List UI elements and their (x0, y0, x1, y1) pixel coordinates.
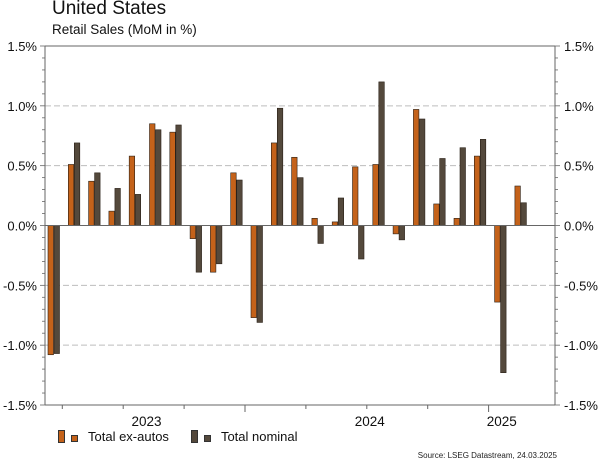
bar-nominal (520, 202, 527, 226)
bar-ex-autos (270, 142, 278, 226)
y-tick-label-right: -0.5% (564, 278, 598, 293)
legend-label-nominal: Total nominal (220, 429, 298, 444)
x-year-label: 2025 (487, 414, 517, 429)
chart-title: United States (52, 0, 167, 19)
bar-ex-autos (494, 225, 501, 303)
y-tick-label-right: 0.5% (564, 159, 594, 174)
bar-nominal (459, 147, 466, 226)
bar-nominal (195, 225, 202, 273)
legend-swatch-nominal (190, 430, 198, 443)
bar-ex-autos (47, 225, 54, 356)
bar-nominal (53, 225, 60, 354)
bar-ex-autos (311, 218, 318, 226)
bar-nominal (94, 172, 101, 226)
legend: Total ex-autos Total nominal (58, 429, 320, 444)
bar-nominal (419, 118, 426, 226)
axes (40, 45, 560, 412)
y-tick-label-right: -1.5% (564, 398, 598, 413)
bar-nominal (276, 107, 284, 226)
y-tick-label-left: 0.0% (7, 219, 37, 234)
x-year-label: 2024 (355, 414, 386, 429)
bars (47, 81, 527, 373)
bar-ex-autos (128, 155, 135, 226)
bar-ex-autos (453, 218, 460, 226)
bar-ex-autos (413, 109, 420, 226)
legend-label-ex-autos: Total ex-autos (88, 429, 169, 444)
y-tick-label-left: 0.5% (7, 159, 37, 174)
bar-nominal (256, 225, 263, 323)
y-tick-label-right: -1.0% (564, 338, 598, 353)
bar-ex-autos (514, 185, 521, 226)
bar-ex-autos (230, 172, 237, 226)
y-tick-label-right: 0.0% (564, 219, 594, 234)
bar-ex-autos (189, 225, 196, 239)
source-note: Source: LSEG Datastream, 24.03.2025 (417, 451, 557, 460)
bar-nominal (74, 142, 81, 226)
bar-nominal (175, 124, 182, 226)
bar-ex-autos (68, 164, 75, 226)
bar-nominal (398, 225, 405, 241)
bar-ex-autos (372, 164, 379, 226)
bar-ex-autos (149, 123, 156, 226)
bar-nominal (317, 225, 324, 244)
x-year-label: 2023 (131, 414, 161, 429)
axis-labels: 1.5% 1.5% 1.0% 1.0% 0.5% 0.5% 0.0% 0.0% -0.5% -0.… (3, 39, 598, 429)
bar-ex-autos (210, 225, 217, 273)
bar-nominal (297, 177, 304, 226)
legend-swatch-nominal-small (203, 435, 211, 442)
y-tick-label-left: 1.5% (7, 39, 37, 54)
bar-ex-autos (392, 225, 399, 235)
bar-ex-autos (169, 131, 176, 226)
bar-nominal (114, 188, 121, 226)
y-tick-label-left: -1.0% (3, 338, 37, 353)
bar-ex-autos (433, 203, 440, 226)
legend-swatch-ex-autos-small (71, 435, 78, 442)
y-tick-label-left: 1.0% (7, 99, 37, 114)
bar-ex-autos (331, 221, 339, 226)
bar-ex-autos (291, 156, 298, 226)
y-tick-label-left: -1.5% (3, 398, 37, 413)
y-tick-label-right: 1.5% (564, 39, 594, 54)
legend-swatch-ex-autos (58, 430, 65, 443)
bar-nominal (439, 158, 446, 226)
legend-item-ex-autos: Total ex-autos (58, 429, 169, 444)
bar-ex-autos (352, 166, 359, 226)
legend-item-nominal: Total nominal (190, 429, 298, 444)
bar-ex-autos (250, 225, 257, 318)
chart-subtitle: Retail Sales (MoM in %) (52, 22, 197, 37)
bar-nominal (236, 179, 243, 226)
bar-nominal (479, 139, 487, 226)
bar-ex-autos (88, 180, 95, 226)
bar-nominal (358, 225, 365, 260)
bar-nominal (337, 197, 345, 226)
bar-nominal (155, 129, 162, 226)
y-tick-label-right: 1.0% (564, 99, 594, 114)
bar-ex-autos (108, 210, 115, 226)
bar-nominal (216, 225, 223, 265)
bar-ex-autos (473, 155, 481, 226)
y-tick-label-left: -0.5% (3, 278, 37, 293)
bar-nominal (378, 81, 385, 226)
bar-nominal (134, 194, 141, 226)
bar-nominal (500, 225, 507, 373)
